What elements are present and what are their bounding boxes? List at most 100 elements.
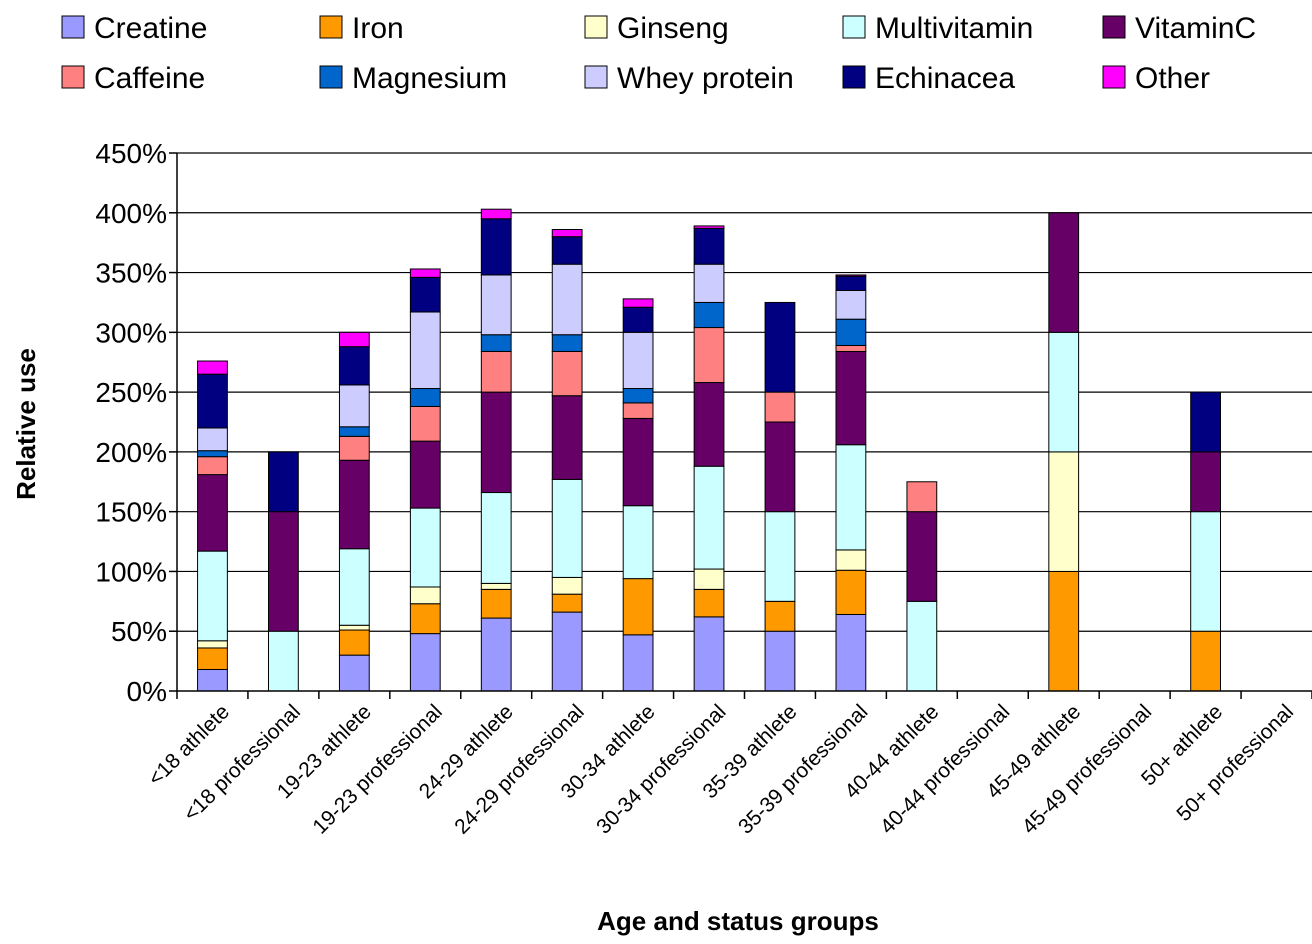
bar-segment-creatine <box>338 654 370 692</box>
legend-label: Whey protein <box>617 62 794 95</box>
bar-segment-iron <box>693 588 725 618</box>
legend-label: Ginseng <box>617 12 729 45</box>
bar-segment-echinacea <box>551 236 583 265</box>
bar-segment-iron <box>622 578 654 636</box>
bar-segment-whey-protein <box>835 289 867 320</box>
bar-segment-ginseng <box>1048 451 1080 572</box>
legend-swatch <box>319 65 343 89</box>
x-tick-label: 40-44 professional <box>876 700 1014 838</box>
bar-segment-magnesium <box>480 334 512 352</box>
x-tick-label: 24-29 professional <box>450 700 588 838</box>
legend: Creatine Iron Ginseng Multivitamin VitaminC C… <box>61 12 1256 95</box>
bar-segment-caffeine <box>835 344 867 352</box>
x-tick-label: 30-34 professional <box>592 700 730 838</box>
bar-segment-iron <box>197 647 228 670</box>
bar-segment-creatine <box>764 630 796 692</box>
legend-item-echinacea: Echinacea <box>842 62 1015 95</box>
legend-label: Other <box>1135 62 1210 95</box>
legend-swatch <box>584 15 608 39</box>
bar-segment-whey-protein <box>551 263 583 336</box>
bar-segment-vitaminc <box>622 417 654 507</box>
bar-segment-ginseng <box>835 549 867 571</box>
legend-swatch <box>842 15 866 39</box>
bar-segment-whey-protein <box>622 331 654 390</box>
legend-swatch <box>61 15 85 39</box>
y-tick-label: 150% <box>95 497 167 528</box>
bar-segment-iron <box>1190 630 1221 692</box>
bar-segment-multivitamin <box>622 505 654 580</box>
bar-segment-vitaminc <box>1190 451 1221 513</box>
legend-label: VitaminC <box>1135 12 1256 45</box>
x-axis-title: Age and status groups <box>597 906 879 936</box>
bar-segment-echinacea <box>338 346 370 386</box>
y-tick-label: 100% <box>95 556 167 587</box>
bar-segment-multivitamin <box>835 444 867 551</box>
legend-label: Magnesium <box>352 62 507 95</box>
bar-segment-echinacea <box>764 301 796 393</box>
bar-segment-other <box>622 298 654 308</box>
bar-segment-ginseng <box>409 586 441 605</box>
bar-segment-creatine <box>197 668 228 692</box>
x-tick-label: 45-49 professional <box>1018 700 1156 838</box>
y-tick-labels: 0% 50% 100% 150% 200% 250% 300% 350% 400% 450% <box>95 138 177 707</box>
bar-segment-vitaminc <box>551 395 583 480</box>
bar-segment-echinacea <box>197 373 228 429</box>
bar-segment-ginseng <box>480 582 512 590</box>
legend-label: Multivitamin <box>875 12 1033 45</box>
legend-swatch <box>1102 15 1126 39</box>
bar-segment-echinacea <box>480 218 512 276</box>
legend-item-other: Other <box>1102 62 1210 95</box>
bar-segment-vitaminc <box>1048 212 1080 333</box>
bar-segment-creatine <box>693 616 725 692</box>
bar-segment-creatine <box>480 617 512 692</box>
bar-segment-magnesium <box>338 426 370 437</box>
bar-segment-magnesium <box>693 301 725 329</box>
bar-segment-ginseng <box>197 640 228 649</box>
bar-segment-ginseng <box>551 576 583 595</box>
legend-item-multivitamin: Multivitamin <box>842 12 1033 45</box>
bar-segment-iron <box>409 603 441 635</box>
bar-segment-other <box>693 225 725 229</box>
bar-segment-multivitamin <box>551 478 583 578</box>
bar-segment-iron <box>551 593 583 613</box>
bar-segment-whey-protein <box>338 384 370 428</box>
bar-segment-multivitamin <box>1190 511 1221 632</box>
bar-segment-caffeine <box>906 481 938 513</box>
bar-segment-iron <box>1048 570 1080 692</box>
bar-segment-iron <box>480 588 512 619</box>
bar-segment-magnesium <box>622 388 654 404</box>
y-axis-title: Relative use <box>11 348 41 500</box>
bar-segment-echinacea <box>409 276 441 313</box>
bar-segment-caffeine <box>622 402 654 419</box>
bar-segment-magnesium <box>551 334 583 352</box>
bar-segment-caffeine <box>693 327 725 384</box>
bar-segment-caffeine <box>480 350 512 393</box>
bar-segment-caffeine <box>197 456 228 476</box>
legend-item-whey-protein: Whey protein <box>584 62 794 95</box>
bar-segment-multivitamin <box>338 548 370 626</box>
bar-segment-vitaminc <box>835 350 867 446</box>
bar-segment-vitaminc <box>197 474 228 552</box>
bar-segment-echinacea <box>622 306 654 333</box>
bar-segment-magnesium <box>835 318 867 346</box>
legend-label: Caffeine <box>94 62 205 95</box>
x-tick-label: 35-39 professional <box>734 700 872 838</box>
legend-swatch <box>319 15 343 39</box>
bars <box>197 208 1221 692</box>
y-tick-label: 250% <box>95 377 167 408</box>
bar-segment-vitaminc <box>693 382 725 467</box>
legend-label: Echinacea <box>875 62 1015 95</box>
bar-segment-echinacea <box>1190 391 1221 453</box>
bar-segment-caffeine <box>338 435 370 461</box>
bar-segment-iron <box>338 629 370 656</box>
bar-segment-creatine <box>835 613 867 692</box>
legend-item-creatine: Creatine <box>61 12 207 45</box>
bar-segment-ginseng <box>338 624 370 631</box>
legend-swatch <box>1102 65 1126 89</box>
bar-segment-echinacea <box>268 451 299 513</box>
bar-segment-multivitamin <box>693 465 725 570</box>
bar-segment-echinacea <box>693 227 725 265</box>
bar-segment-creatine <box>622 634 654 692</box>
bar-segment-multivitamin <box>764 511 796 602</box>
